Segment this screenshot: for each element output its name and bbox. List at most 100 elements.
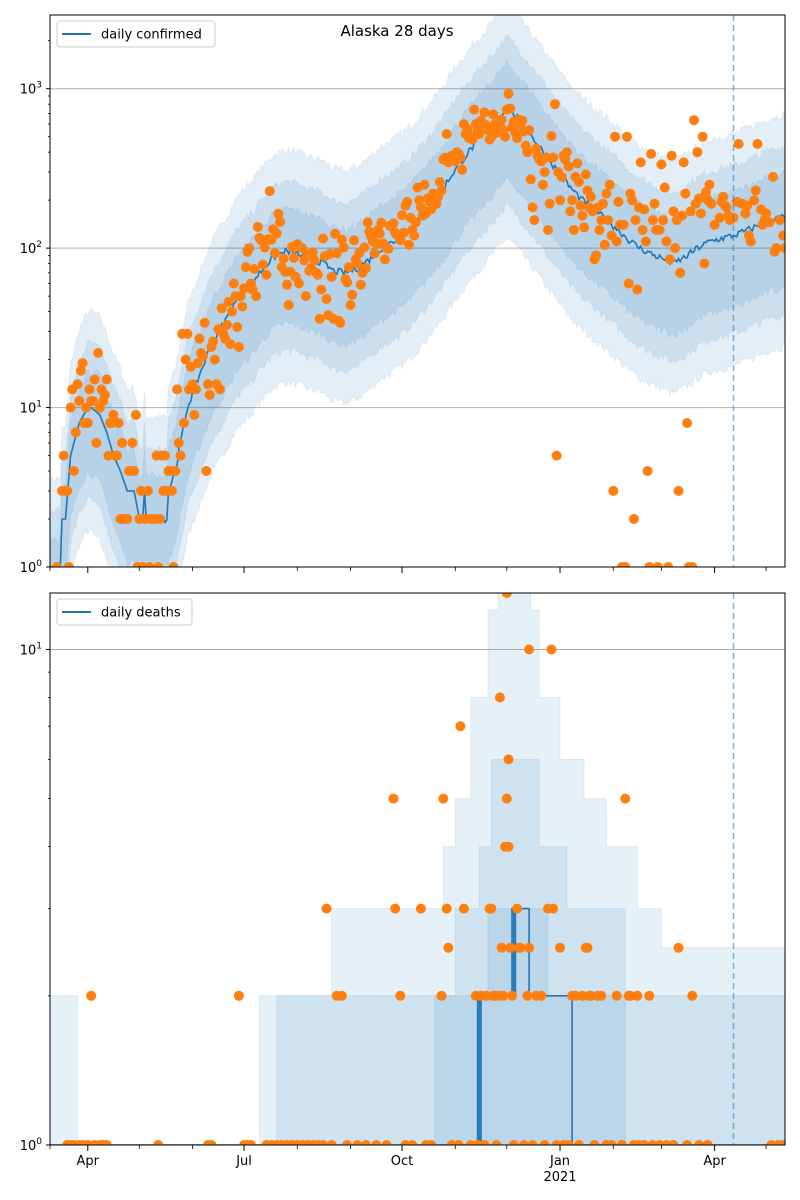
observed-point — [601, 188, 612, 199]
confirmed-gridlines — [50, 88, 785, 409]
x-tick-label: Apr — [77, 1154, 100, 1169]
observed-point — [778, 1140, 785, 1145]
observed-point — [82, 418, 93, 428]
observed-point — [87, 396, 98, 406]
observed-point — [93, 348, 104, 358]
confirmed-x-ticks — [49, 567, 767, 573]
observed-point — [331, 248, 342, 259]
observed-point — [175, 450, 186, 461]
uncertainty-band — [50, 58, 785, 567]
observed-point — [733, 139, 744, 149]
observed-point — [63, 562, 74, 567]
deaths-observed-points — [62, 593, 785, 1145]
observed-point — [709, 219, 720, 230]
observed-point — [77, 358, 88, 369]
observed-point — [336, 990, 347, 1001]
observed-point — [501, 793, 512, 804]
observed-point — [625, 990, 636, 1001]
observed-point — [742, 200, 753, 211]
observed-point — [677, 210, 687, 221]
observed-point — [603, 215, 614, 226]
observed-point — [598, 198, 608, 209]
observed-point — [654, 225, 665, 235]
observed-point — [505, 103, 516, 114]
observed-point — [551, 450, 562, 461]
observed-point — [673, 485, 684, 496]
observed-point — [524, 942, 535, 953]
observed-point — [252, 221, 263, 232]
observed-point — [525, 174, 536, 185]
y-tick-base: 10 — [20, 561, 37, 576]
observed-point — [69, 466, 79, 476]
observed-point — [682, 418, 693, 428]
observed-point — [65, 402, 76, 413]
observed-point — [539, 1140, 550, 1145]
observed-point — [694, 1140, 705, 1145]
observed-point — [620, 793, 631, 804]
observed-point — [546, 644, 557, 655]
y-tick-label: 100 — [20, 1137, 43, 1154]
observed-point — [568, 225, 579, 235]
observed-point — [616, 1140, 627, 1145]
observed-point — [326, 1140, 337, 1145]
observed-point — [771, 243, 782, 254]
deaths-axes-frame — [49, 592, 786, 1146]
observed-point — [668, 1140, 679, 1145]
observed-point — [264, 186, 275, 197]
observed-point — [479, 1140, 490, 1145]
observed-point — [613, 196, 624, 207]
y-tick-exponent: 2 — [36, 240, 42, 250]
observed-point — [170, 466, 181, 476]
observed-point — [695, 208, 706, 219]
y-tick-base: 10 — [20, 83, 37, 98]
observed-point — [649, 198, 660, 209]
observed-point — [415, 903, 426, 914]
observed-point — [172, 384, 183, 395]
observed-point — [321, 294, 332, 304]
observed-point — [529, 215, 540, 226]
observed-point — [524, 125, 535, 136]
observed-point — [458, 903, 469, 914]
observed-point — [479, 107, 490, 118]
observed-point — [491, 1140, 502, 1145]
observed-point — [194, 333, 205, 344]
observed-point — [318, 233, 328, 244]
observed-point — [72, 379, 83, 390]
observed-point — [232, 322, 243, 332]
observed-point — [606, 1140, 617, 1145]
observed-point — [498, 990, 509, 1001]
observed-point — [699, 258, 710, 269]
observed-point — [436, 185, 447, 196]
observed-point — [168, 562, 179, 567]
observed-point — [608, 485, 619, 496]
observed-point — [314, 313, 325, 324]
observed-point — [768, 171, 778, 182]
observed-point — [517, 115, 528, 126]
observed-point — [718, 191, 729, 202]
observed-point — [369, 248, 380, 259]
observed-point — [610, 131, 620, 142]
observed-point — [697, 131, 708, 142]
observed-point — [74, 396, 85, 406]
observed-point — [180, 354, 191, 365]
observed-point — [618, 219, 629, 230]
observed-point — [228, 278, 239, 289]
observed-point — [749, 195, 760, 206]
observed-point — [659, 182, 670, 193]
observed-point — [740, 208, 751, 219]
legend-box — [56, 20, 216, 48]
observed-point — [704, 179, 715, 190]
observed-point — [496, 942, 507, 953]
observed-point — [89, 374, 100, 385]
observed-point — [469, 104, 480, 115]
observed-point — [321, 903, 332, 914]
observed-point — [84, 384, 95, 395]
observed-point — [500, 131, 511, 142]
observed-point — [318, 1140, 328, 1145]
observed-point — [666, 150, 677, 161]
observed-point — [403, 239, 414, 250]
observed-point — [352, 258, 363, 269]
observed-point — [397, 210, 407, 221]
observed-point — [182, 328, 193, 339]
